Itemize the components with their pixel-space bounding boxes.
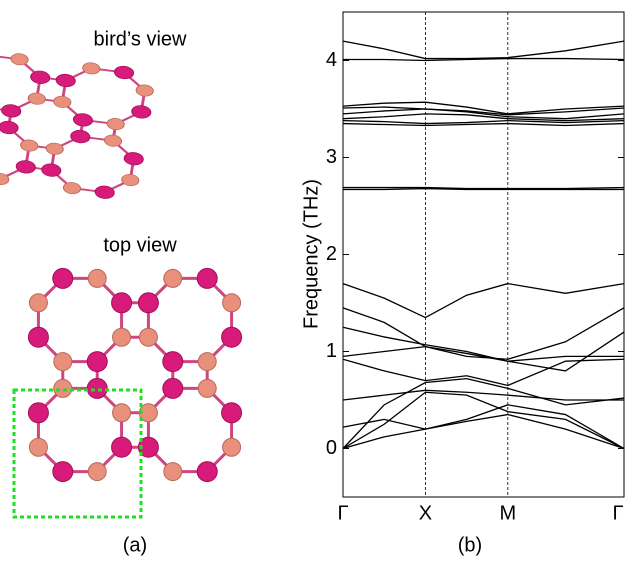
x-tick-label: X: [419, 502, 432, 524]
y-tick-label: 3: [326, 146, 337, 168]
atom: [139, 328, 157, 346]
atom: [121, 173, 140, 186]
atom: [88, 269, 106, 287]
band-line: [343, 405, 624, 449]
atom: [222, 327, 242, 347]
atom: [53, 462, 73, 482]
y-tick-label: 0: [326, 437, 337, 459]
band-line: [343, 121, 624, 124]
atom: [70, 129, 91, 144]
x-tick-label: Γ: [337, 502, 348, 524]
atom: [28, 327, 48, 347]
x-tick-label: M: [499, 502, 516, 524]
structure-panel: bird’s view top view (a): [0, 28, 242, 556]
band-line: [343, 59, 624, 61]
atom: [223, 438, 241, 456]
atom: [27, 92, 46, 105]
atom: [113, 404, 131, 422]
band-line: [343, 327, 624, 371]
y-tick-label: 1: [326, 340, 337, 362]
atom: [15, 159, 36, 174]
band-line: [343, 188, 624, 189]
atom: [29, 294, 47, 312]
atom: [1, 103, 22, 118]
band-line: [343, 124, 624, 126]
band-line: [343, 347, 624, 362]
atom: [197, 462, 217, 482]
atom: [113, 328, 131, 346]
atom: [222, 403, 242, 423]
top-view-label: top view: [103, 234, 177, 256]
y-tick-label: 2: [326, 243, 337, 265]
panel-a-caption: (a): [123, 534, 147, 556]
atom: [198, 353, 216, 371]
atom: [163, 352, 183, 372]
atom: [223, 294, 241, 312]
bird-view-label: bird’s view: [94, 28, 188, 50]
top-view: [28, 268, 241, 481]
atom: [164, 269, 182, 287]
atom: [197, 268, 217, 288]
atom: [138, 293, 158, 313]
atom: [53, 268, 73, 288]
atom: [163, 378, 183, 398]
x-tick-label: Γ: [612, 502, 623, 524]
panel-b-caption: (b): [458, 534, 482, 556]
atom: [82, 62, 101, 75]
atom: [54, 353, 72, 371]
bird-view: [0, 45, 158, 203]
atom: [164, 463, 182, 481]
band-line: [343, 390, 624, 400]
atom: [29, 438, 47, 456]
atom: [28, 403, 48, 423]
atom: [106, 117, 125, 130]
y-tick-label: 4: [326, 49, 337, 71]
atom: [87, 352, 107, 372]
atom: [87, 378, 107, 398]
atom: [112, 293, 132, 313]
band-line: [343, 41, 624, 58]
atom: [88, 463, 106, 481]
atom: [94, 185, 115, 200]
band-line: [343, 284, 624, 318]
atom: [45, 142, 64, 155]
atom: [112, 437, 132, 457]
atom: [54, 379, 72, 397]
atom: [55, 73, 76, 88]
atom: [198, 379, 216, 397]
band-line: [343, 359, 624, 385]
y-axis-label: Frequency (THz): [300, 179, 322, 329]
band-line: [343, 392, 624, 448]
atom: [131, 104, 152, 119]
